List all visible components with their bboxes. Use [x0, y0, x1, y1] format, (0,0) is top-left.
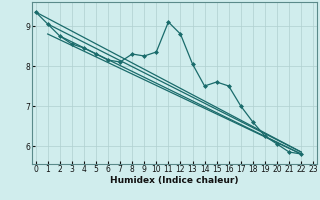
X-axis label: Humidex (Indice chaleur): Humidex (Indice chaleur) — [110, 176, 239, 185]
